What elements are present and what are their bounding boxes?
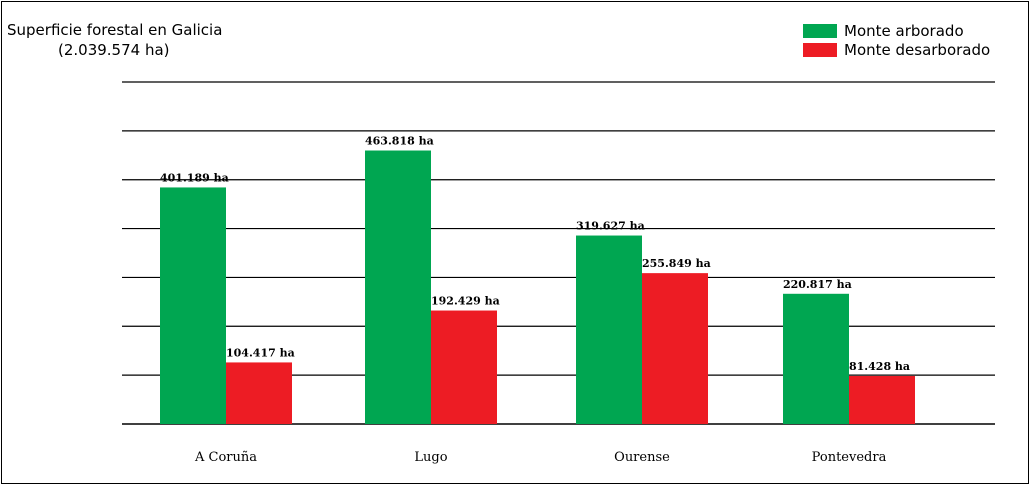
category-label-1: Lugo	[414, 450, 447, 465]
legend-swatch-arborado	[803, 24, 837, 38]
bar-desarborado-0	[226, 362, 292, 424]
data-label-arborado-1: 463.818 ha	[365, 135, 434, 148]
data-label-desarborado-3: 81.428 ha	[849, 360, 910, 373]
bar-desarborado-2	[642, 273, 708, 424]
legend-swatch-desarborado	[803, 43, 837, 57]
bar-arborado-2	[576, 235, 642, 424]
legend-label-arborado: Monte arborado	[844, 22, 964, 40]
data-label-arborado-0: 401.189 ha	[160, 171, 229, 184]
legend-item-desarborado: Monte desarborado	[803, 41, 990, 59]
bar-desarborado-1	[431, 310, 497, 424]
data-label-arborado-2: 319.627 ha	[576, 220, 645, 233]
data-label-desarborado-0: 104.417 ha	[226, 346, 295, 359]
legend: Monte arborado Monte desarborado	[803, 22, 990, 60]
chart-title: Superficie forestal en Galicia	[7, 21, 223, 39]
bar-arborado-3	[783, 293, 849, 424]
data-label-desarborado-2: 255.849 ha	[642, 257, 711, 270]
bar-arborado-0	[160, 187, 226, 424]
data-label-desarborado-1: 192.429 ha	[431, 295, 500, 308]
legend-item-arborado: Monte arborado	[803, 22, 990, 40]
category-label-3: Pontevedra	[812, 450, 887, 465]
legend-label-desarborado: Monte desarborado	[844, 41, 991, 59]
bar-arborado-1	[365, 150, 431, 424]
data-label-arborado-3: 220.817 ha	[783, 278, 852, 291]
bar-desarborado-3	[849, 375, 915, 424]
category-label-2: Ourense	[614, 450, 670, 465]
category-label-0: A Coruña	[194, 450, 257, 465]
chart-subtitle: (2.039.574 ha)	[58, 41, 170, 59]
